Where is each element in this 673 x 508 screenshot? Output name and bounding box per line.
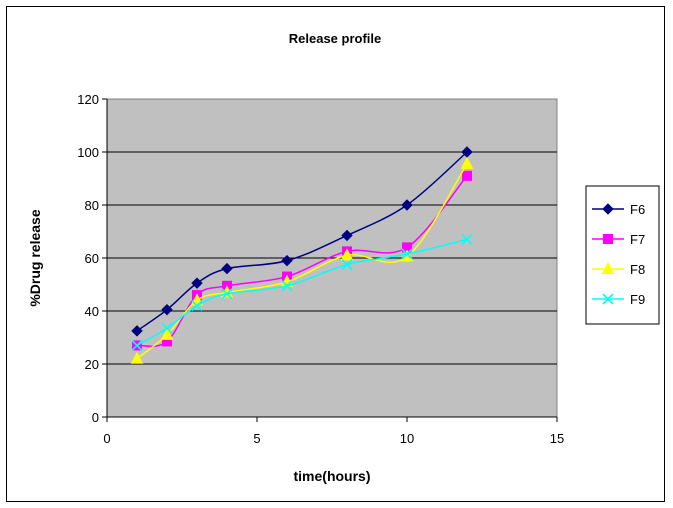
point-F9-8	[341, 259, 353, 271]
y-tick-label-80: 80	[85, 198, 99, 213]
y-tick-label-0: 0	[92, 410, 99, 425]
x-tick-label-15: 15	[550, 431, 564, 446]
point-F9-1	[131, 339, 143, 352]
legend-box	[585, 185, 660, 325]
point-F9-4	[221, 288, 233, 300]
legend-item-F7: F7	[592, 232, 645, 247]
series-F6	[131, 146, 473, 337]
x-tick-label-0: 0	[103, 431, 110, 446]
point-F8-2	[160, 327, 174, 340]
point-F9-12	[461, 233, 473, 246]
point-F6-4	[221, 262, 233, 275]
point-F8-8	[340, 248, 354, 261]
legend-label-F8: F8	[630, 262, 645, 277]
y-tick-label-60: 60	[85, 251, 99, 266]
point-F6-10	[401, 199, 413, 211]
legend-item-F6: F6	[592, 202, 645, 217]
chart-frame: Release profile 0 20 40 60 80 100 120 0 5 10 15 ti…	[6, 6, 665, 502]
point-F6-2	[161, 303, 173, 316]
legend-label-F9: F9	[630, 292, 645, 307]
point-F9-6	[281, 280, 293, 292]
axes: 0 20 40 60 80 100 120 0 5 10 15	[77, 92, 564, 446]
point-F8-1	[130, 351, 144, 364]
point-F6-1	[131, 325, 143, 337]
y-tick-label-100: 100	[77, 145, 99, 160]
legend-item-F8: F8	[592, 261, 645, 277]
point-F6-6	[281, 254, 293, 267]
point-F7-12	[462, 170, 472, 181]
point-F8-12	[460, 156, 474, 169]
y-tick-label-20: 20	[85, 357, 99, 372]
legend-marker-F7	[603, 234, 613, 244]
point-F9-3	[191, 300, 203, 312]
legend-label-F7: F7	[630, 232, 645, 247]
point-F6-3	[191, 277, 203, 289]
legend-marker-F8	[601, 261, 615, 274]
point-F9-10	[401, 248, 413, 260]
x-axis-label: time(hours)	[294, 468, 371, 484]
legend-marker-F6	[602, 203, 614, 215]
point-F9-2	[161, 322, 173, 334]
x-tick-label-5: 5	[253, 431, 260, 446]
legend-label-F6: F6	[630, 202, 645, 217]
point-F6-8	[341, 229, 353, 242]
chart-svg: Release profile 0 20 40 60 80 100 120 0 5 10 15 ti…	[27, 31, 660, 484]
x-tick-label-10: 10	[400, 431, 414, 446]
series-F9	[131, 233, 473, 352]
legend-item-F9: F9	[592, 292, 645, 307]
chart-title: Release profile	[289, 31, 382, 46]
legend-marker-F9	[602, 293, 614, 305]
y-tick-label-120: 120	[77, 92, 99, 107]
legend: F6 F7 F8 F9	[585, 185, 660, 325]
y-tick-label-40: 40	[85, 304, 99, 319]
y-axis-label: %Drug release	[27, 209, 43, 306]
grid-lines	[107, 151, 557, 365]
series-layer	[130, 146, 474, 364]
